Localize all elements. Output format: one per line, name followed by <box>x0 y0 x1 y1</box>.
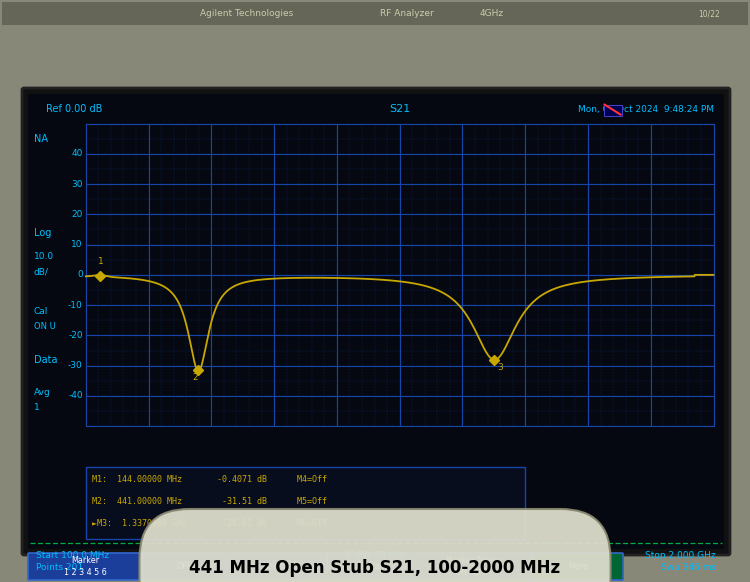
Bar <box>2 2 748 25</box>
FancyBboxPatch shape <box>28 553 142 580</box>
Text: Cal: Cal <box>34 307 48 315</box>
Text: 10: 10 <box>71 240 82 249</box>
FancyBboxPatch shape <box>142 553 226 580</box>
Text: 10/22: 10/22 <box>698 9 720 19</box>
Text: Start 100.0 MHz: Start 100.0 MHz <box>36 551 109 560</box>
Bar <box>28 94 724 549</box>
Text: IF BW 30 kHz: IF BW 30 kHz <box>346 551 406 560</box>
Text: 20: 20 <box>71 210 82 219</box>
Text: 10.0: 10.0 <box>34 252 54 261</box>
Text: Stop 2.000 GHz: Stop 2.000 GHz <box>645 551 716 560</box>
FancyBboxPatch shape <box>411 553 532 580</box>
Text: Delta: Delta <box>358 562 380 571</box>
Text: Marker
1 2 3 4 5 6: Marker 1 2 3 4 5 6 <box>64 556 106 577</box>
FancyBboxPatch shape <box>22 88 730 555</box>
Text: Agilent Technologies: Agilent Technologies <box>200 9 293 19</box>
Text: M2:  441.00000 MHz        -31.51 dB      M5=Off: M2: 441.00000 MHz -31.51 dB M5=Off <box>92 497 327 506</box>
Text: Normal: Normal <box>262 562 292 571</box>
Text: Marker Table
ON  OFF: Marker Table ON OFF <box>446 556 497 577</box>
Text: Avg: Avg <box>34 388 51 398</box>
Text: 3: 3 <box>497 363 503 372</box>
Text: OFF: OFF <box>177 562 192 571</box>
Bar <box>86 467 525 539</box>
Bar <box>604 105 622 116</box>
FancyBboxPatch shape <box>327 553 411 580</box>
Text: Output Power High: Output Power High <box>333 563 418 572</box>
Text: 40: 40 <box>71 150 82 158</box>
Text: Mon, 07 Oct 2024  9:48:24 PM: Mon, 07 Oct 2024 9:48:24 PM <box>578 105 713 113</box>
FancyBboxPatch shape <box>226 553 327 580</box>
Text: Swp 346 ms: Swp 346 ms <box>661 563 716 572</box>
Text: 2: 2 <box>193 373 198 382</box>
Text: Points 201: Points 201 <box>36 563 83 572</box>
Text: Data: Data <box>34 354 58 364</box>
Text: dB/: dB/ <box>34 267 49 276</box>
FancyBboxPatch shape <box>532 553 623 580</box>
Bar <box>86 123 713 426</box>
Text: S21: S21 <box>389 104 410 113</box>
Text: RF Analyzer: RF Analyzer <box>380 9 433 19</box>
Text: -40: -40 <box>68 391 82 400</box>
Text: Log: Log <box>34 228 51 237</box>
Text: -20: -20 <box>68 331 82 340</box>
Text: -10: -10 <box>68 301 82 310</box>
Text: 1: 1 <box>34 403 40 413</box>
Text: 1: 1 <box>98 257 104 266</box>
Text: -30: -30 <box>68 361 82 370</box>
Text: 4GHz: 4GHz <box>480 9 504 19</box>
Text: M1:  144.00000 MHz       -0.4071 dB      M4=Off: M1: 144.00000 MHz -0.4071 dB M4=Off <box>92 475 327 484</box>
Text: More: More <box>568 562 588 571</box>
Text: 30: 30 <box>71 180 82 189</box>
Text: Ref 0.00 dB: Ref 0.00 dB <box>46 104 102 113</box>
Text: ON U: ON U <box>34 322 56 331</box>
Text: 441 MHz Open Stub S21, 100-2000 MHz: 441 MHz Open Stub S21, 100-2000 MHz <box>190 559 560 577</box>
Text: NA: NA <box>34 134 48 144</box>
Text: 0: 0 <box>77 271 82 279</box>
Text: ►M3:  1.3370000 GHz       -28.01 dB      M6=Off: ►M3: 1.3370000 GHz -28.01 dB M6=Off <box>92 519 327 528</box>
